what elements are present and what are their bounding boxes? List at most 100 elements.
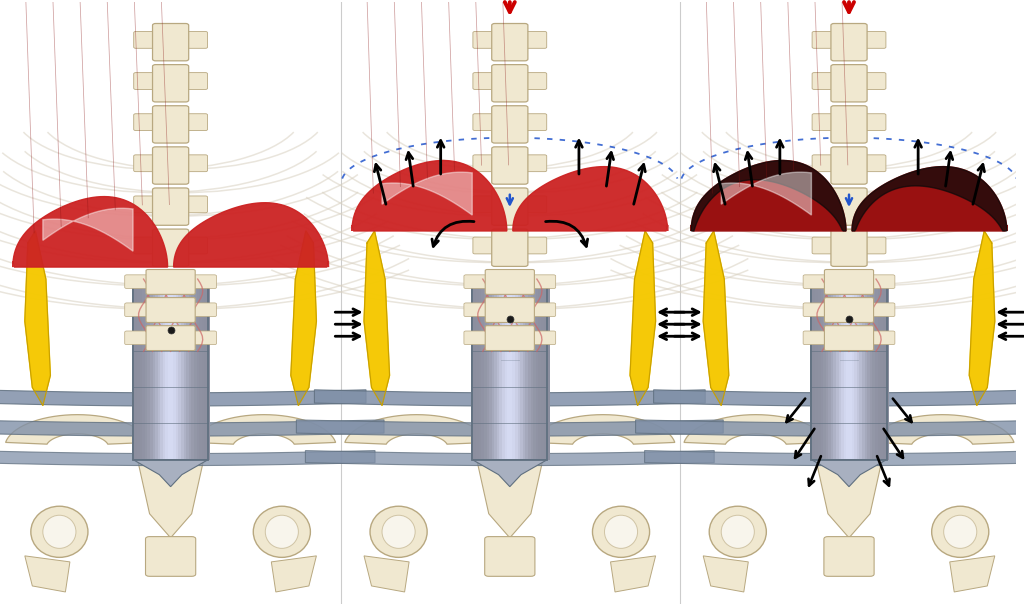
Bar [530,279,535,460]
FancyBboxPatch shape [193,275,216,289]
Polygon shape [382,172,472,215]
FancyBboxPatch shape [870,275,895,289]
Bar [528,279,531,460]
Polygon shape [513,167,668,231]
FancyBboxPatch shape [134,196,156,213]
Ellipse shape [593,506,649,557]
Bar [132,279,135,460]
Polygon shape [816,460,882,538]
Polygon shape [0,390,366,406]
FancyBboxPatch shape [864,237,886,254]
Polygon shape [43,208,133,251]
Bar [188,279,193,460]
Polygon shape [630,231,655,405]
FancyBboxPatch shape [153,65,188,102]
Bar [546,279,550,460]
FancyBboxPatch shape [464,275,488,289]
Bar [163,279,167,460]
FancyBboxPatch shape [484,536,535,576]
FancyBboxPatch shape [824,536,874,576]
Polygon shape [137,460,204,538]
Bar [497,279,501,460]
Ellipse shape [31,506,88,557]
FancyBboxPatch shape [824,326,873,350]
Bar [862,279,865,460]
Bar [158,279,161,460]
Polygon shape [852,167,1007,231]
Bar [828,279,831,460]
FancyBboxPatch shape [125,275,150,289]
Bar [878,279,881,460]
Bar [500,279,503,460]
Bar [864,279,868,460]
Polygon shape [477,460,543,538]
FancyBboxPatch shape [830,24,867,61]
Ellipse shape [932,506,989,557]
Bar [869,279,873,460]
Bar [510,279,513,460]
FancyBboxPatch shape [812,155,835,172]
Bar [830,279,835,460]
FancyBboxPatch shape [524,155,547,172]
FancyBboxPatch shape [830,147,867,184]
FancyBboxPatch shape [185,196,208,213]
Polygon shape [531,415,675,444]
FancyBboxPatch shape [134,237,156,254]
Bar [472,279,548,460]
Polygon shape [970,231,994,405]
Bar [520,279,523,460]
Polygon shape [0,451,375,466]
Ellipse shape [382,515,415,548]
FancyBboxPatch shape [185,237,208,254]
Bar [205,279,208,460]
Bar [811,279,887,460]
Ellipse shape [604,515,638,548]
Bar [886,279,889,460]
FancyBboxPatch shape [803,275,827,289]
Bar [810,279,814,460]
Bar [473,279,477,460]
Bar [199,279,203,460]
Bar [183,279,187,460]
FancyBboxPatch shape [145,536,196,576]
FancyBboxPatch shape [803,303,827,316]
Bar [137,279,140,460]
Polygon shape [345,415,488,444]
Bar [134,279,138,460]
Polygon shape [305,451,714,466]
Polygon shape [684,415,827,444]
FancyBboxPatch shape [870,331,895,345]
FancyBboxPatch shape [492,106,528,143]
Bar [484,279,487,460]
FancyBboxPatch shape [185,155,208,172]
Bar [872,279,876,460]
FancyBboxPatch shape [531,303,556,316]
Polygon shape [653,390,1024,406]
Bar [842,279,845,460]
FancyBboxPatch shape [485,269,535,294]
FancyBboxPatch shape [524,72,547,89]
Bar [857,279,860,460]
Bar [150,279,154,460]
Bar [133,279,208,460]
Polygon shape [352,161,507,231]
FancyBboxPatch shape [492,147,528,184]
Bar [147,279,151,460]
FancyBboxPatch shape [812,31,835,48]
FancyBboxPatch shape [485,326,535,350]
Polygon shape [25,231,50,405]
Ellipse shape [253,506,310,557]
Bar [507,279,511,460]
Bar [541,279,545,460]
FancyBboxPatch shape [473,72,495,89]
Polygon shape [610,556,655,592]
Bar [517,279,521,460]
FancyBboxPatch shape [185,114,208,130]
Bar [874,279,879,460]
FancyBboxPatch shape [134,155,156,172]
Bar [202,279,205,460]
FancyBboxPatch shape [524,237,547,254]
FancyBboxPatch shape [870,303,895,316]
Bar [505,279,508,460]
FancyBboxPatch shape [830,65,867,102]
